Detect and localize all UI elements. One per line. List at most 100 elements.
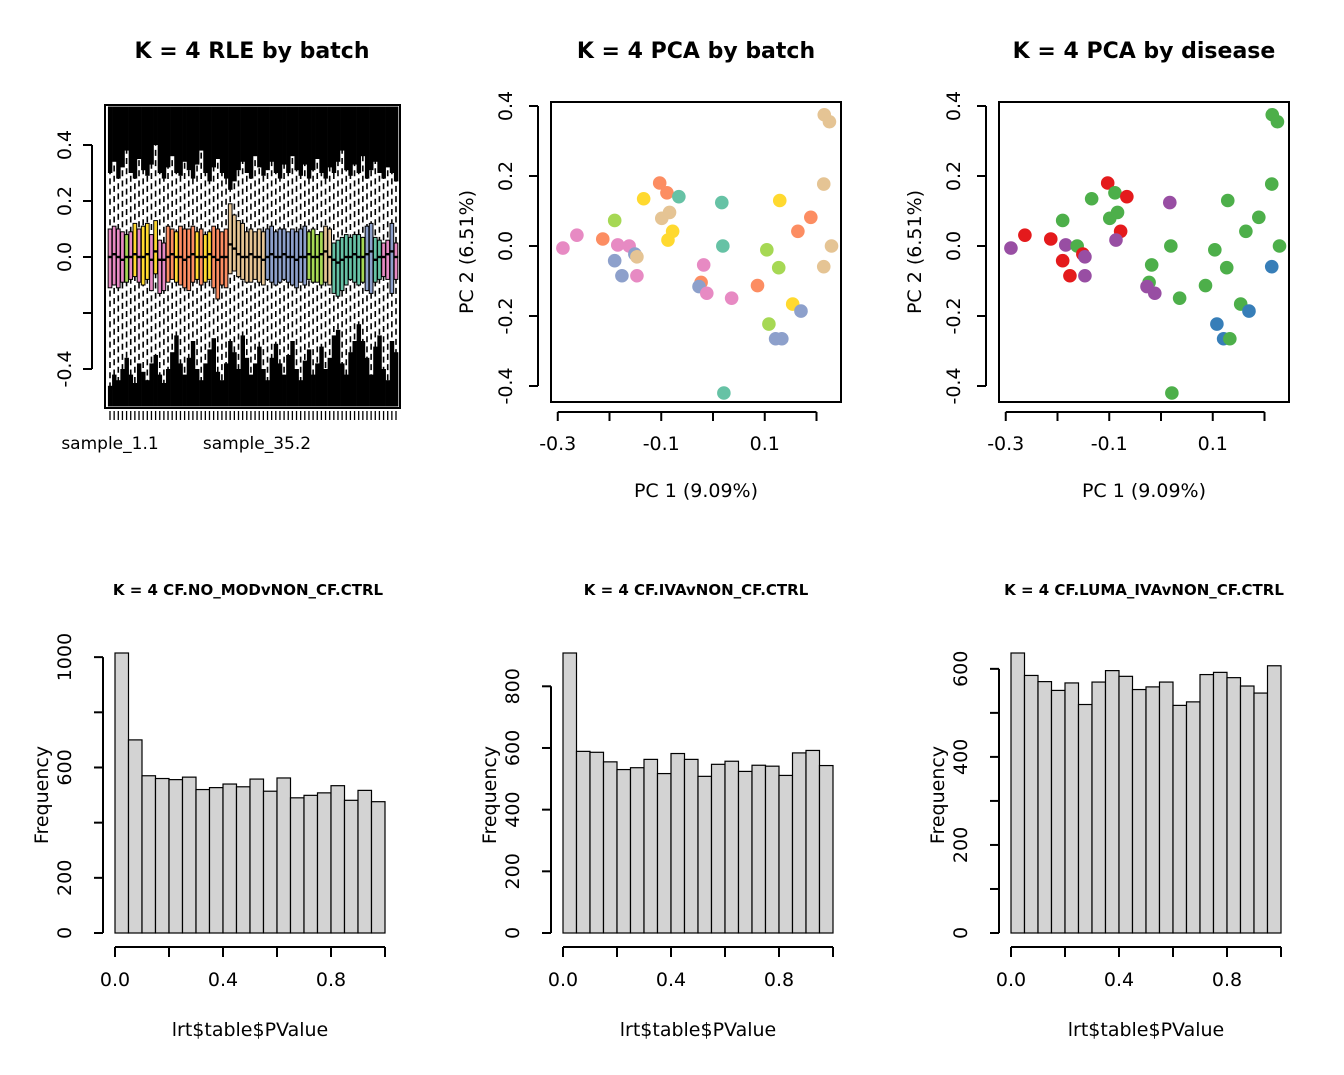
outlier-band-bottom [107,385,113,407]
hist-bar [656,772,672,934]
outlier-band-bottom [153,355,158,407]
hist-bar [562,652,578,934]
outlier-band-bottom [352,341,357,407]
data-point [1078,268,1092,283]
box [302,225,308,286]
hist-bar [1145,686,1161,934]
data-point [1004,241,1018,255]
outlier-band-top [381,106,386,179]
hist-bar [1037,681,1053,934]
data-point [1055,213,1070,228]
outlier-band-bottom [182,374,187,407]
outlier-band-bottom [165,369,171,407]
hist-bar [575,750,591,934]
outlier-band-top [194,106,200,165]
hist-bar [818,764,834,934]
rle-xaxis-label-first: sample_1.1 [61,434,158,454]
outlier-band-top [228,106,233,190]
box [227,203,233,275]
outlier-band-top [294,106,299,171]
data-point [661,233,675,247]
data-point [556,241,570,255]
data-point [662,205,677,220]
x-tick-label: 0.4 [1104,969,1134,991]
y-tick-label: 1000 [54,633,76,681]
outlier-band-bottom [228,341,233,407]
hist-bar [235,786,251,934]
box [248,228,254,283]
outlier-band-bottom [348,352,353,407]
outlier-band-bottom [302,360,308,407]
outlier-band-bottom [145,380,150,407]
box [331,242,337,294]
outlier-band-top [290,106,295,157]
data-point [615,268,629,283]
outlier-band-top [128,106,134,173]
x-tick-label: 0.0 [548,969,578,991]
hist-bar [1091,681,1107,934]
box [360,236,366,283]
outlier-band-top [149,106,154,165]
data-point [717,386,731,400]
outlier-band-top [136,106,142,159]
pca-disease-plot-area: -0.3 -0.1 0.1 0.4 0.2 0.0 -0.2 -0.4 [943,91,1290,455]
outlier-band-top [286,106,291,173]
box [310,228,316,283]
x-tick-label: 0.4 [656,969,686,991]
outlier-band-top [319,106,324,173]
box [128,231,134,280]
hist-bar [370,801,386,934]
y-tick-label: 200 [54,860,76,896]
outlier-band-bottom [340,363,345,407]
outlier-band-bottom [277,363,283,407]
outlier-band-top [261,106,266,176]
box [223,228,229,289]
hist-no-mod-title: K = 4 CF.NO_MODvNON_CF.CTRL [113,581,384,599]
data-point [1270,114,1285,129]
data-point [610,238,625,252]
box [124,234,129,283]
plot-frame [550,101,842,403]
data-point [630,268,644,283]
outlier-band-bottom [232,352,237,407]
y-tick-label: -0.4 [495,367,517,404]
box [107,228,113,289]
hist-no-mod-ylabel: Frequency [31,746,53,844]
outlier-band-bottom [331,335,337,407]
data-point [772,193,787,208]
box [240,222,245,280]
outlier-band-bottom [219,380,225,407]
y-tick-label: -0.4 [54,350,76,387]
outlier-band-top [273,106,279,173]
outlier-band-top [132,106,138,179]
outlier-band-top [377,106,382,173]
plot-frame [998,101,1290,403]
box [149,234,154,292]
outlier-band-bottom [381,369,386,407]
data-point [1164,239,1178,253]
hist-iva-plot-area: 0 200 400 600 800 0.0 0.4 0.8 [502,652,834,991]
hist-bar [616,768,632,934]
hist-luma-iva-plot-area: 0 200 400 600 0.0 0.4 0.8 [950,651,1282,991]
outlier-band-top [199,106,204,151]
data-point [1018,228,1032,242]
outlier-band-bottom [116,380,121,407]
data-point [1078,250,1092,264]
hist-bar [1118,675,1134,934]
hist-bar [195,788,211,934]
outlier-band-bottom [112,374,117,407]
hist-bar [357,789,373,934]
outlier-band-top [335,106,341,162]
hist-no-mod-xlabel: lrt$table$PValue [172,1019,328,1041]
box [120,231,125,283]
outlier-band-top [161,106,167,179]
data-point [760,243,774,257]
outlier-band-bottom [248,374,254,407]
outlier-band-top [165,106,171,168]
rle-boxplot-panel: 0.4 0.2 0.0 -0.4 K = 4 RLE by batch sample_… [54,39,401,454]
box [265,228,270,280]
outlier-band-top [356,106,362,173]
outlier-band-bottom [190,341,196,407]
outlier-band-bottom [306,349,312,407]
y-tick-label: 0.2 [943,161,965,191]
